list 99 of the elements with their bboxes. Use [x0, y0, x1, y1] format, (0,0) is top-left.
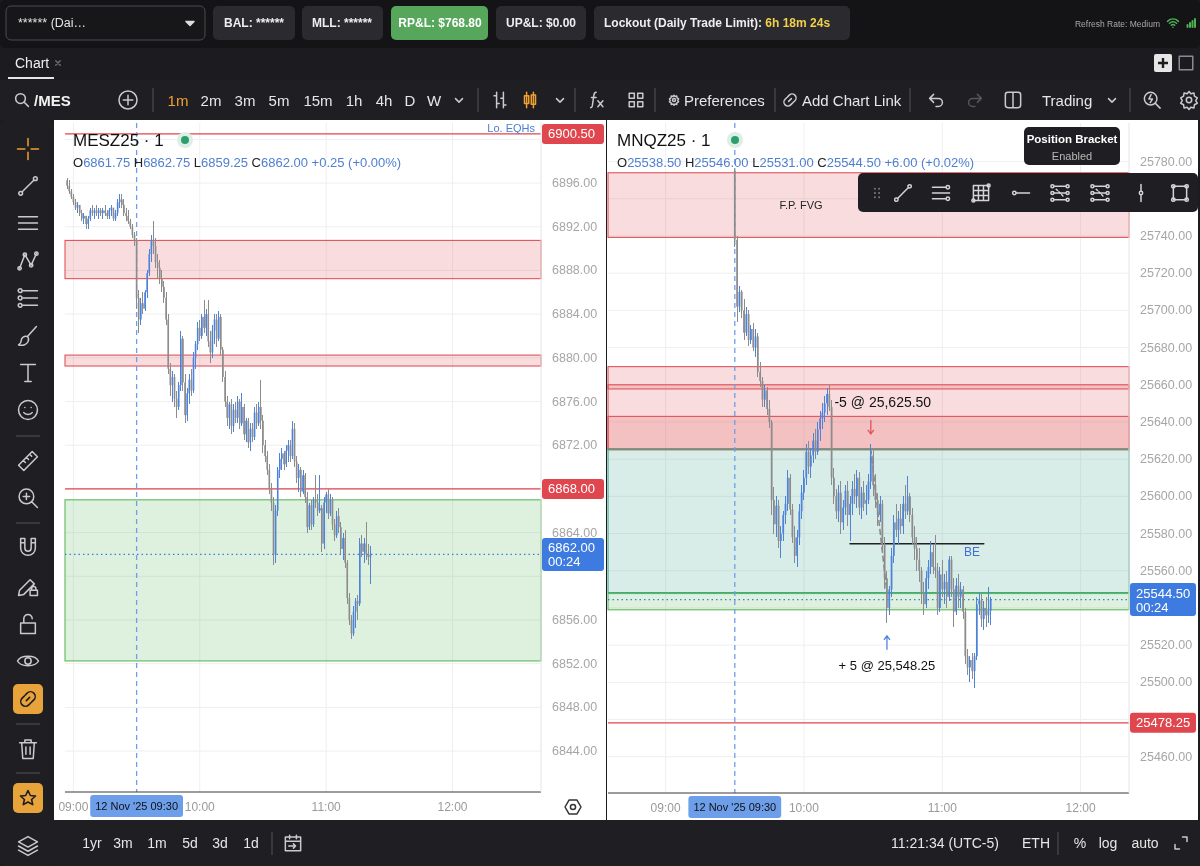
ref-line-label: 6862.00 — [548, 540, 595, 556]
text: auto — [1131, 835, 1159, 851]
text: Add Chart Link — [802, 91, 902, 109]
text: 1yr — [82, 835, 103, 851]
text: 1d — [243, 835, 259, 851]
x-tick-label: 12:00 — [1065, 801, 1096, 815]
y-tick-label: 25620.00 — [1140, 452, 1193, 467]
candlestick — [969, 655, 971, 683]
x-tick-label: 12:00 — [437, 800, 468, 814]
text: Chart — [15, 55, 50, 71]
candlestick — [83, 212, 85, 225]
text: O6861.75 H6862.75 L6859.25 C6862.00 +0.25 (+0.00%) — [73, 155, 402, 170]
text: MNQZ25 · 1 — [617, 131, 711, 150]
ref-line-label: 12 Nov '25 09:30 — [95, 800, 179, 812]
y-tick-label: 25780.00 — [1140, 154, 1193, 169]
text: log — [1098, 835, 1118, 851]
text: Preferences — [684, 91, 765, 109]
y-tick-label: 6864.00 — [552, 525, 598, 540]
ref-line-label: 6900.50 — [548, 126, 595, 142]
y-tick-label: 6888.00 — [552, 263, 598, 278]
y-tick-label: 6844.00 — [552, 744, 598, 759]
text: 00:24 — [548, 554, 581, 570]
candlestick — [104, 204, 106, 217]
candlestick — [323, 496, 325, 550]
y-tick-label: 25460.00 — [1140, 749, 1193, 764]
text: MLL: ****** — [311, 16, 373, 30]
y-tick-label: 25600.00 — [1140, 489, 1193, 504]
text: 2m — [200, 91, 222, 109]
y-tick-label: 25500.00 — [1140, 675, 1193, 690]
x-tick-label: 10:00 — [788, 801, 820, 815]
text: 00:24 — [1136, 599, 1169, 615]
y-tick-label: 6872.00 — [552, 438, 598, 453]
candlestick — [987, 586, 990, 624]
text: MESZ25 · 1 — [73, 131, 164, 150]
text: ETH — [1022, 835, 1050, 851]
y-tick-label: 6896.00 — [552, 176, 598, 191]
candlestick — [879, 495, 881, 523]
text: 3m — [113, 835, 133, 851]
annotation: + 5 @ 25,548.25 — [838, 658, 936, 674]
y-tick-label: 6892.00 — [552, 219, 598, 234]
y-tick-label: 6856.00 — [552, 612, 598, 627]
x-tick-label: 09:00 — [650, 801, 681, 815]
candlestick — [750, 324, 752, 345]
text: 5d — [182, 835, 198, 851]
candlestick — [939, 566, 941, 613]
y-tick-label: 25660.00 — [1140, 377, 1193, 392]
x-tick-label: 09:00 — [58, 800, 89, 814]
text: RP&L: $768.80 — [398, 16, 483, 30]
candlestick — [102, 207, 104, 220]
y-tick-label: 6880.00 — [552, 350, 598, 365]
y-tick-label: 25720.00 — [1140, 266, 1193, 281]
text: 1h — [345, 91, 363, 109]
y-tick-label: 6848.00 — [552, 700, 598, 715]
text: UP&L: $0.00 — [505, 16, 577, 30]
text: ****** (Dai… — [18, 16, 87, 30]
y-tick-label: 25560.00 — [1140, 563, 1193, 578]
text: 11:21:34 (UTC-5) — [891, 835, 999, 851]
text: W — [426, 91, 442, 109]
text: 3d — [212, 835, 228, 851]
y-tick-label: 25580.00 — [1140, 526, 1193, 541]
text: BAL: ****** — [223, 16, 285, 30]
annotation: F.P. FVG — [779, 199, 823, 211]
text: 15m — [303, 91, 333, 109]
ref-line-label: 25478.25 — [1136, 715, 1191, 731]
ref-line-label: 12 Nov '25 09:30 — [693, 801, 777, 813]
y-tick-label: 6852.00 — [552, 656, 598, 671]
x-tick-label: 10:00 — [184, 800, 216, 814]
text: Lockout (Daily Trade Limit): 6h 18m 24s — [604, 16, 831, 30]
x-tick-label: 11:00 — [311, 800, 342, 814]
text: 3m — [234, 91, 256, 109]
text: /MES — [34, 91, 71, 109]
annotation: Position Bracket — [1026, 133, 1118, 145]
candlestick — [99, 207, 102, 217]
y-tick-label: 25680.00 — [1140, 340, 1193, 355]
annotation: BE — [963, 545, 981, 559]
text: O25538.50 H25546.00 L25531.00 C25544.50 +6.00 (+0.02%) — [617, 155, 975, 170]
y-tick-label: 25520.00 — [1140, 638, 1193, 653]
annotation: Enabled — [1051, 150, 1093, 162]
text: Refresh Rate: Medium — [1074, 19, 1160, 29]
y-tick-label: 25640.00 — [1140, 414, 1193, 429]
y-tick-label: 25700.00 — [1140, 303, 1193, 318]
text: 1m — [147, 835, 167, 851]
ref-line-label: 6868.00 — [548, 481, 595, 497]
y-tick-label: 6884.00 — [552, 307, 598, 322]
annotation: -5 @ 25,625.50 — [834, 393, 932, 410]
y-tick-label: 6876.00 — [552, 394, 598, 409]
y-tick-label: 25740.00 — [1140, 228, 1193, 243]
candlestick — [985, 596, 987, 628]
ref-line-label: 25544.50 — [1136, 585, 1191, 601]
text: Trading — [1042, 91, 1093, 109]
text: 1m — [167, 91, 189, 109]
text: D — [404, 91, 416, 109]
text: 4h — [375, 91, 393, 109]
candlestick — [66, 177, 68, 190]
annotation: Lo. EQHs — [487, 122, 536, 134]
x-tick-label: 11:00 — [927, 801, 958, 815]
text: 5m — [268, 91, 290, 109]
candlestick — [123, 198, 125, 217]
text: % — [1073, 835, 1087, 851]
